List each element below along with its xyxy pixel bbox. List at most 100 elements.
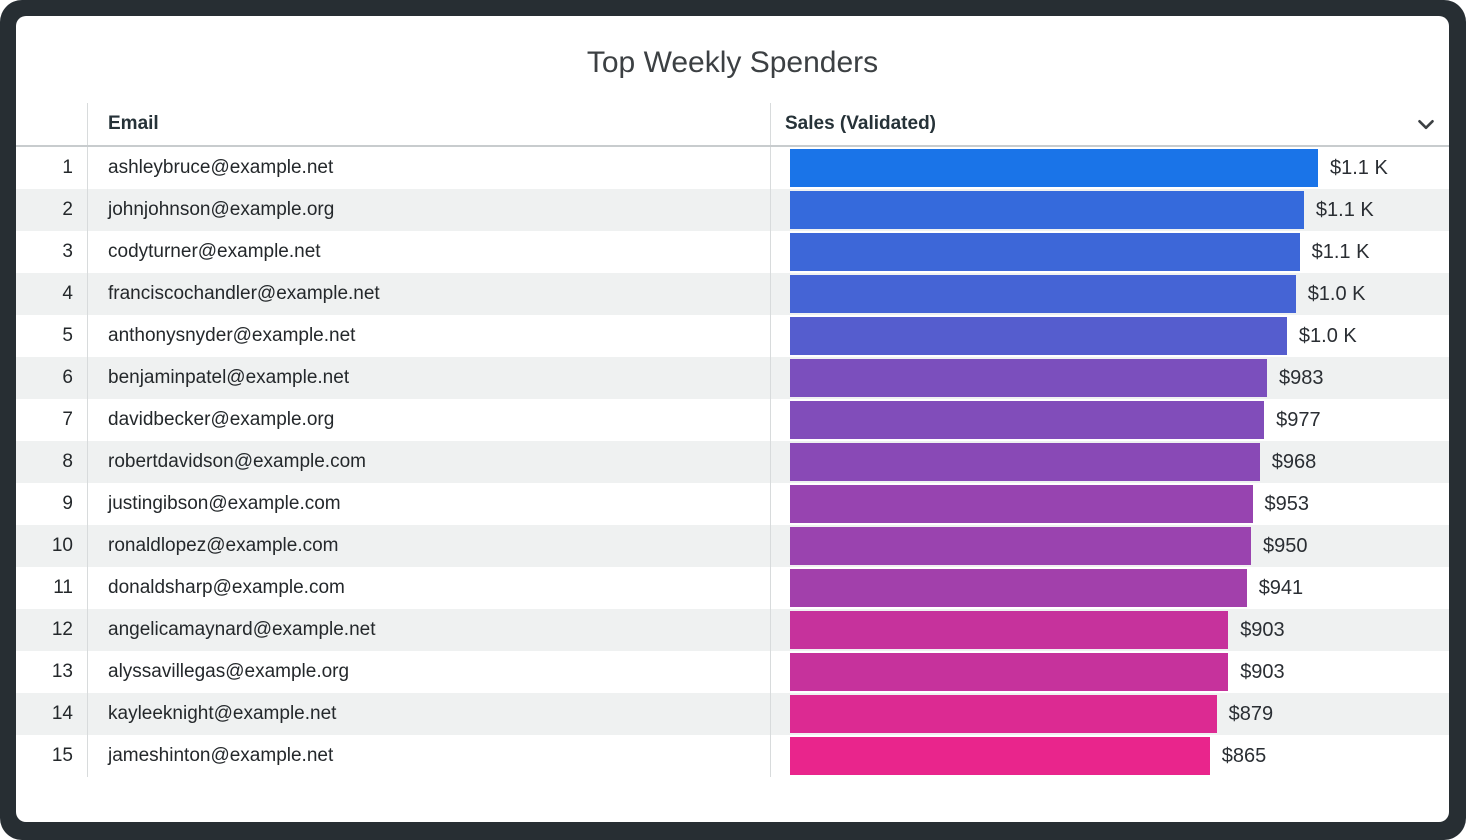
- table-row[interactable]: 10 ronaldlopez@example.com $950: [16, 525, 1449, 567]
- row-email: ronaldlopez@example.com: [108, 535, 339, 556]
- sales-bar: [790, 275, 1296, 313]
- row-email: robertdavidson@example.com: [108, 451, 366, 472]
- bar-value-label: $865: [1221, 744, 1267, 767]
- table-row[interactable]: 11 donaldsharp@example.com $941: [16, 567, 1449, 609]
- sales-bar: [790, 485, 1253, 523]
- sales-bar: [790, 653, 1229, 691]
- row-rank: 8: [16, 441, 88, 483]
- sales-bar: [790, 695, 1217, 733]
- sales-bar: [790, 443, 1260, 481]
- table-row[interactable]: 5 anthonysnyder@example.net $1.0 K: [16, 315, 1449, 357]
- row-email: alyssavillegas@example.org: [108, 661, 350, 682]
- row-bar-cell: $953: [770, 483, 1449, 525]
- row-email: codyturner@example.net: [108, 241, 321, 262]
- table-row[interactable]: 7 davidbecker@example.org $977: [16, 399, 1449, 441]
- row-rank: 1: [16, 147, 88, 189]
- row-bar-cell: $879: [770, 693, 1449, 735]
- sales-bar: [790, 233, 1300, 271]
- row-bar-cell: $1.0 K: [770, 315, 1449, 357]
- bar-value-label: $1.1 K: [1330, 156, 1388, 179]
- chevron-down-icon: [1418, 119, 1434, 130]
- row-rank: 5: [16, 315, 88, 357]
- row-rank: 7: [16, 399, 88, 441]
- table-row[interactable]: 8 robertdavidson@example.com $968: [16, 441, 1449, 483]
- bar-value-label: $903: [1240, 618, 1285, 641]
- row-rank: 14: [16, 693, 88, 735]
- row-email: kayleeknight@example.net: [108, 703, 337, 724]
- sales-bar: [790, 359, 1267, 397]
- table-row[interactable]: 3 codyturner@example.net $1.1 K: [16, 231, 1449, 273]
- column-header-sales[interactable]: Sales (Validated): [770, 103, 1449, 145]
- bar-value-label: $1.0 K: [1298, 324, 1357, 347]
- row-rank: 4: [16, 273, 88, 315]
- column-header-email[interactable]: Email: [88, 103, 770, 145]
- column-header-rank: [16, 103, 88, 145]
- sales-bar: [790, 611, 1229, 649]
- row-bar-cell: $1.1 K: [770, 189, 1449, 231]
- row-bar-cell: $983: [770, 357, 1449, 399]
- table-row[interactable]: 1 ashleybruce@example.net $1.1 K: [16, 147, 1449, 189]
- row-rank: 2: [16, 189, 88, 231]
- row-bar-cell: $977: [770, 399, 1449, 441]
- row-email: benjaminpatel@example.net: [108, 367, 350, 388]
- sales-bar: [790, 401, 1265, 439]
- bar-value-label: $953: [1264, 492, 1310, 515]
- bar-value-label: $1.0 K: [1307, 282, 1366, 305]
- row-rank: 9: [16, 483, 88, 525]
- table-row[interactable]: 13 alyssavillegas@example.org $903: [16, 651, 1449, 693]
- table-body: 1 ashleybruce@example.net $1.1 K 2 johnjohns…: [16, 147, 1449, 777]
- row-bar-cell: $903: [770, 651, 1449, 693]
- sales-bar: [790, 569, 1247, 607]
- row-bar-cell: $968: [770, 441, 1449, 483]
- row-rank: 6: [16, 357, 88, 399]
- table-row[interactable]: 12 angelicamaynard@example.net $903: [16, 609, 1449, 651]
- bar-value-label: $950: [1263, 534, 1308, 557]
- row-rank: 13: [16, 651, 88, 693]
- sales-bar: [790, 317, 1287, 355]
- table-row[interactable]: 4 franciscochandler@example.net $1.0 K: [16, 273, 1449, 315]
- chart-card: Top Weekly Spenders Email Sales (Validat…: [16, 16, 1449, 822]
- table-header-row: Email Sales (Validated): [16, 103, 1449, 147]
- row-email: johnjohnson@example.org: [108, 199, 335, 220]
- row-bar-cell: $1.1 K: [770, 231, 1449, 273]
- row-email: ashleybruce@example.net: [108, 157, 334, 178]
- chart-title: Top Weekly Spenders: [586, 46, 879, 79]
- row-rank: 10: [16, 525, 88, 567]
- table-row[interactable]: 14 kayleeknight@example.net $879: [16, 693, 1449, 735]
- row-bar-cell: $1.1 K: [770, 147, 1449, 189]
- table-row[interactable]: 15 jameshinton@example.net $865: [16, 735, 1449, 777]
- row-email: donaldsharp@example.com: [108, 577, 345, 598]
- row-email: anthonysnyder@example.net: [108, 325, 356, 346]
- row-email: justingibson@example.com: [108, 493, 341, 514]
- sales-bar: [790, 527, 1251, 565]
- bar-value-label: $1.1 K: [1311, 240, 1370, 263]
- table-row[interactable]: 9 justingibson@example.com $953: [16, 483, 1449, 525]
- email-header-label: Email: [108, 113, 159, 134]
- row-email: franciscochandler@example.net: [108, 283, 380, 304]
- row-rank: 15: [16, 735, 88, 777]
- bar-value-label: $941: [1258, 576, 1304, 599]
- sales-bar: [790, 737, 1210, 775]
- sales-header-label: Sales (Validated): [785, 113, 937, 134]
- bar-value-label: $879: [1228, 702, 1274, 725]
- sales-bar: [790, 191, 1304, 229]
- bar-value-label: $903: [1240, 660, 1285, 683]
- row-rank: 3: [16, 231, 88, 273]
- bar-value-label: $983: [1279, 366, 1324, 389]
- row-bar-cell: $865: [770, 735, 1449, 777]
- sales-bar: [790, 149, 1318, 187]
- row-rank: 11: [16, 567, 88, 609]
- row-bar-cell: $941: [770, 567, 1449, 609]
- row-email: angelicamaynard@example.net: [108, 619, 376, 640]
- row-bar-cell: $1.0 K: [770, 273, 1449, 315]
- bar-value-label: $968: [1271, 450, 1317, 473]
- table-row[interactable]: 6 benjaminpatel@example.net $983: [16, 357, 1449, 399]
- row-email: davidbecker@example.org: [108, 409, 335, 430]
- row-email: jameshinton@example.net: [108, 745, 334, 766]
- bar-value-label: $977: [1276, 408, 1321, 431]
- table-row[interactable]: 2 johnjohnson@example.org $1.1 K: [16, 189, 1449, 231]
- row-rank: 12: [16, 609, 88, 651]
- bar-value-label: $1.1 K: [1315, 198, 1374, 221]
- row-bar-cell: $950: [770, 525, 1449, 567]
